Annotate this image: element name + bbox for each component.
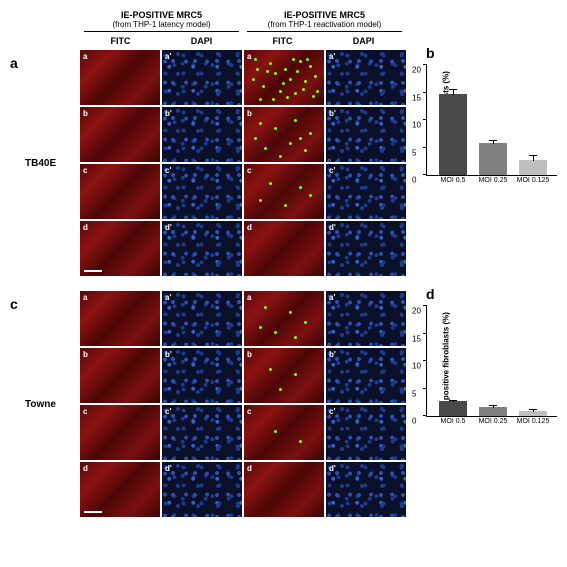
header-left-sub: (from THP-1 latency model) (80, 20, 243, 29)
micrograph: d' (326, 221, 406, 276)
micrograph: a' (326, 291, 406, 346)
micrograph: c (244, 164, 324, 219)
micrograph: d (244, 221, 324, 276)
header-right-title: IE-POSITIVE MRC5 (243, 10, 406, 20)
figure-section-c: c Towne aa'aa'bb'bb'cc'cc'dd'dd' d IE po… (10, 291, 557, 517)
micrograph: b (80, 348, 160, 403)
figure-section-a: a TB40E aa'aa'bb'bb'cc'cc'dd'dd' b IE po… (10, 50, 557, 276)
micrograph: d' (162, 221, 242, 276)
micrograph: c (244, 405, 324, 460)
micrograph: d (80, 221, 160, 276)
strain-label: TB40E (25, 50, 80, 276)
micrograph: b (244, 348, 324, 403)
micrograph: c (80, 405, 160, 460)
micrograph: a' (326, 50, 406, 105)
header-right: IE-POSITIVE MRC5 (from THP-1 reactivatio… (243, 10, 406, 34)
subheader-3: DAPI (323, 36, 404, 46)
micrograph: b (244, 107, 324, 162)
image-grid-a: aa'aa'bb'bb'cc'cc'dd'dd' (80, 50, 406, 276)
subheader-0: FITC (80, 36, 161, 46)
subheader-row: FITC DAPI FITC DAPI (80, 36, 557, 46)
micrograph: c' (162, 164, 242, 219)
chart-area-b: b IE positive fibroblasts (%) 05101520 M… (406, 50, 557, 276)
header-row: IE-POSITIVE MRC5 (from THP-1 latency mod… (80, 10, 557, 34)
micrograph: b' (326, 348, 406, 403)
micrograph: a' (162, 291, 242, 346)
micrograph: b (80, 107, 160, 162)
strain-label: Towne (25, 291, 80, 517)
chart-area-d: d IE positive fibroblasts (%) 05101520 M… (406, 291, 557, 517)
panel-label-a: a (10, 50, 25, 276)
micrograph: a (80, 291, 160, 346)
micrograph: d (80, 462, 160, 517)
header-left: IE-POSITIVE MRC5 (from THP-1 latency mod… (80, 10, 243, 34)
micrograph: b' (326, 107, 406, 162)
header-right-sub: (from THP-1 reactivation model) (243, 20, 406, 29)
subheader-2: FITC (242, 36, 323, 46)
micrograph: a' (162, 50, 242, 105)
micrograph: d' (326, 462, 406, 517)
image-grid-c: aa'aa'bb'bb'cc'cc'dd'dd' (80, 291, 406, 517)
panel-label-c: c (10, 291, 25, 517)
micrograph: c (80, 164, 160, 219)
micrograph: a (80, 50, 160, 105)
bar-chart-b: IE positive fibroblasts (%) 05101520 MOI… (426, 65, 557, 176)
micrograph: c' (326, 405, 406, 460)
micrograph: a (244, 291, 324, 346)
micrograph: c' (162, 405, 242, 460)
micrograph: d' (162, 462, 242, 517)
chart-ylabel: IE positive fibroblasts (%) (441, 312, 450, 410)
header-left-title: IE-POSITIVE MRC5 (80, 10, 243, 20)
micrograph: a (244, 50, 324, 105)
micrograph: c' (326, 164, 406, 219)
micrograph: d (244, 462, 324, 517)
micrograph: b' (162, 348, 242, 403)
panel-label-b: b (426, 45, 435, 61)
bar-chart-d: IE positive fibroblasts (%) 05101520 MOI… (426, 306, 557, 417)
subheader-1: DAPI (161, 36, 242, 46)
panel-label-d: d (426, 286, 435, 302)
micrograph: b' (162, 107, 242, 162)
